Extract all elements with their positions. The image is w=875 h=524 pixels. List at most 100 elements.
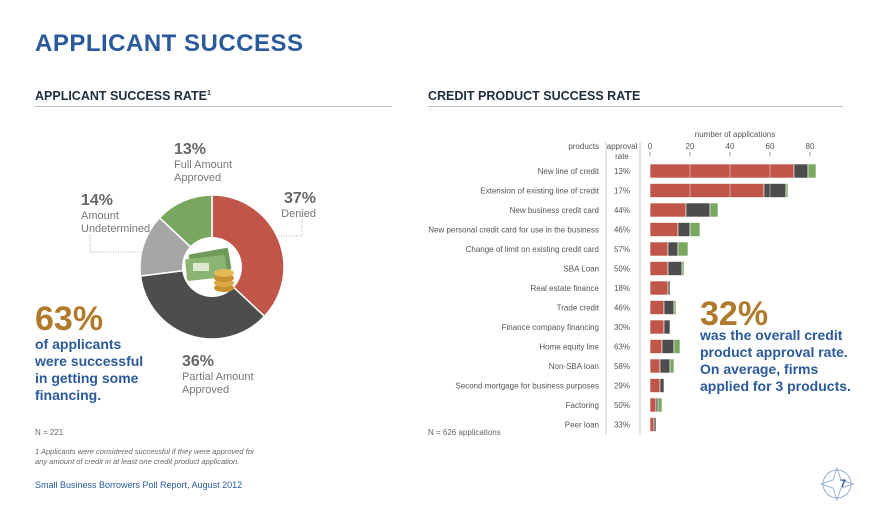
bar-segment-2 — [685, 202, 711, 218]
bar-segment-3 — [681, 261, 685, 276]
x-tick-label: 40 — [726, 142, 735, 151]
undetermined-label: 14% Amount Undetermined — [81, 192, 150, 236]
approval-rate-label: 58% — [614, 362, 630, 371]
bar-segment-2 — [763, 183, 787, 198]
pie-slice-denied — [211, 194, 285, 318]
footnote-line: any amount of credit in at least one cre… — [35, 457, 240, 466]
right-n-label: N = 626 applications — [428, 428, 501, 437]
category-label: New line of credit — [538, 167, 600, 176]
x-tick-label: 60 — [766, 142, 775, 151]
category-label: Factoring — [566, 401, 599, 410]
category-label: Finance company financing — [502, 323, 599, 332]
bar-segment-3 — [673, 339, 681, 354]
denied-pct: 37% — [283, 190, 316, 207]
approval-rate-label: 50% — [614, 401, 630, 410]
footnote: 1 Applicants were considered successful … — [35, 447, 254, 467]
full-approved-pct: 13% — [174, 141, 207, 158]
undetermined-line1: Amount — [81, 210, 119, 222]
approval-rate-label: 29% — [614, 382, 630, 391]
bar-segment-2 — [659, 378, 665, 393]
bar-segment-2 — [663, 319, 671, 335]
bar-segment-2 — [661, 339, 675, 354]
stat-line: in getting some — [35, 370, 139, 386]
page-title: APPLICANT SUCCESS — [35, 30, 304, 57]
bar-segment-3 — [677, 241, 689, 257]
pie-chart — [89, 194, 303, 340]
bar-segment-1 — [649, 202, 687, 218]
category-label: Real estate finance — [531, 284, 600, 293]
approval-column-header: approval — [607, 142, 638, 151]
approval-rate-label: 57% — [614, 245, 630, 254]
stat-line: On average, firms — [700, 361, 819, 377]
overall-approval-stat: 32% — [700, 295, 769, 333]
bar-segment-1 — [649, 417, 655, 432]
applicant-success-text: of applicants were successful in getting… — [35, 336, 143, 404]
approval-rate-label: 33% — [614, 421, 630, 430]
full-approved-line1: Full Amount — [174, 159, 233, 171]
page-number: 7 — [839, 478, 847, 490]
rate-column-header: rate — [615, 152, 629, 161]
partial-approved-pct: 36% — [182, 353, 215, 370]
approval-rate-label: 30% — [614, 323, 630, 332]
left-n-label: N = 221 — [35, 428, 64, 437]
approval-rate-label: 50% — [614, 265, 630, 274]
category-label: New business credit card — [510, 206, 599, 215]
credit-product-title: CREDIT PRODUCT SUCCESS RATE — [428, 89, 641, 103]
bar-segment-3 — [807, 163, 817, 179]
category-label: Change of limit on existing credit card — [466, 245, 599, 254]
bar-segment-1 — [649, 319, 665, 335]
stat-line: was the overall credit — [700, 327, 843, 343]
partial-approved-label: 36% Partial Amount Approved — [182, 353, 254, 397]
full-approved-line2: Approved — [174, 172, 222, 184]
bar-segment-3 — [657, 397, 663, 413]
category-label: Second mortgage for business purposes — [455, 382, 599, 391]
bar-segment-3 — [709, 202, 719, 218]
category-label: Trade credit — [557, 304, 600, 313]
category-label: Home equity line — [539, 343, 599, 352]
bar-segment-2 — [667, 261, 683, 276]
stat-line: of applicants — [35, 336, 122, 352]
page-badge-icon — [819, 466, 855, 502]
left-divider — [35, 106, 392, 107]
footer-source: Small Business Borrowers Poll Report, Au… — [35, 480, 243, 490]
approval-rate-label: 44% — [614, 206, 630, 215]
partial-approved-line1: Partial Amount — [182, 371, 254, 383]
bar-segment-3 — [689, 222, 701, 237]
money-icon — [185, 248, 234, 292]
stat-line: financing. — [35, 387, 102, 403]
x-axis-label: number of applications — [695, 130, 776, 139]
bar-segment-2 — [663, 300, 675, 315]
undetermined-line2: Undetermined — [81, 223, 151, 235]
bar-segment-1 — [649, 163, 795, 179]
bar-segment-1 — [649, 280, 669, 296]
category-label: Non-SBA loan — [549, 362, 599, 371]
applicant-success-rate-title: APPLICANT SUCCESS RATE1 — [35, 89, 211, 103]
bar-segment-2 — [659, 358, 671, 374]
approval-rate-label: 46% — [614, 304, 630, 313]
bar-segment-3 — [673, 300, 677, 315]
approval-rate-label: 17% — [614, 187, 630, 196]
bar-chart: number of applications 0 20 40 60 80 product… — [428, 130, 817, 435]
approval-rate-label: 13% — [614, 167, 630, 176]
products-column-header: products — [568, 142, 599, 151]
undetermined-leader-line — [89, 235, 148, 253]
x-tick-label: 0 — [648, 142, 653, 151]
bar-segment-2 — [667, 241, 679, 257]
applicant-success-stat: 63% — [35, 300, 104, 338]
x-tick-label: 80 — [806, 142, 815, 151]
bar-segment-2 — [677, 222, 691, 237]
bar-segment-1 — [649, 358, 661, 374]
bar-segment-3 — [785, 183, 789, 198]
stat-line: applied for 3 products. — [700, 378, 851, 394]
x-tick-label: 20 — [686, 142, 695, 151]
bar-segment-2 — [653, 417, 657, 432]
right-divider — [428, 106, 843, 107]
bar-segment-1 — [649, 397, 657, 413]
bar-segment-1 — [649, 300, 665, 315]
approval-rate-label: 46% — [614, 226, 630, 235]
bar-segment-2 — [667, 280, 671, 296]
stat-line: product approval rate. — [700, 344, 848, 360]
bar-segment-1 — [649, 261, 669, 276]
section-title-text: APPLICANT SUCCESS RATE — [35, 89, 208, 103]
bar-segment-2 — [793, 163, 809, 179]
